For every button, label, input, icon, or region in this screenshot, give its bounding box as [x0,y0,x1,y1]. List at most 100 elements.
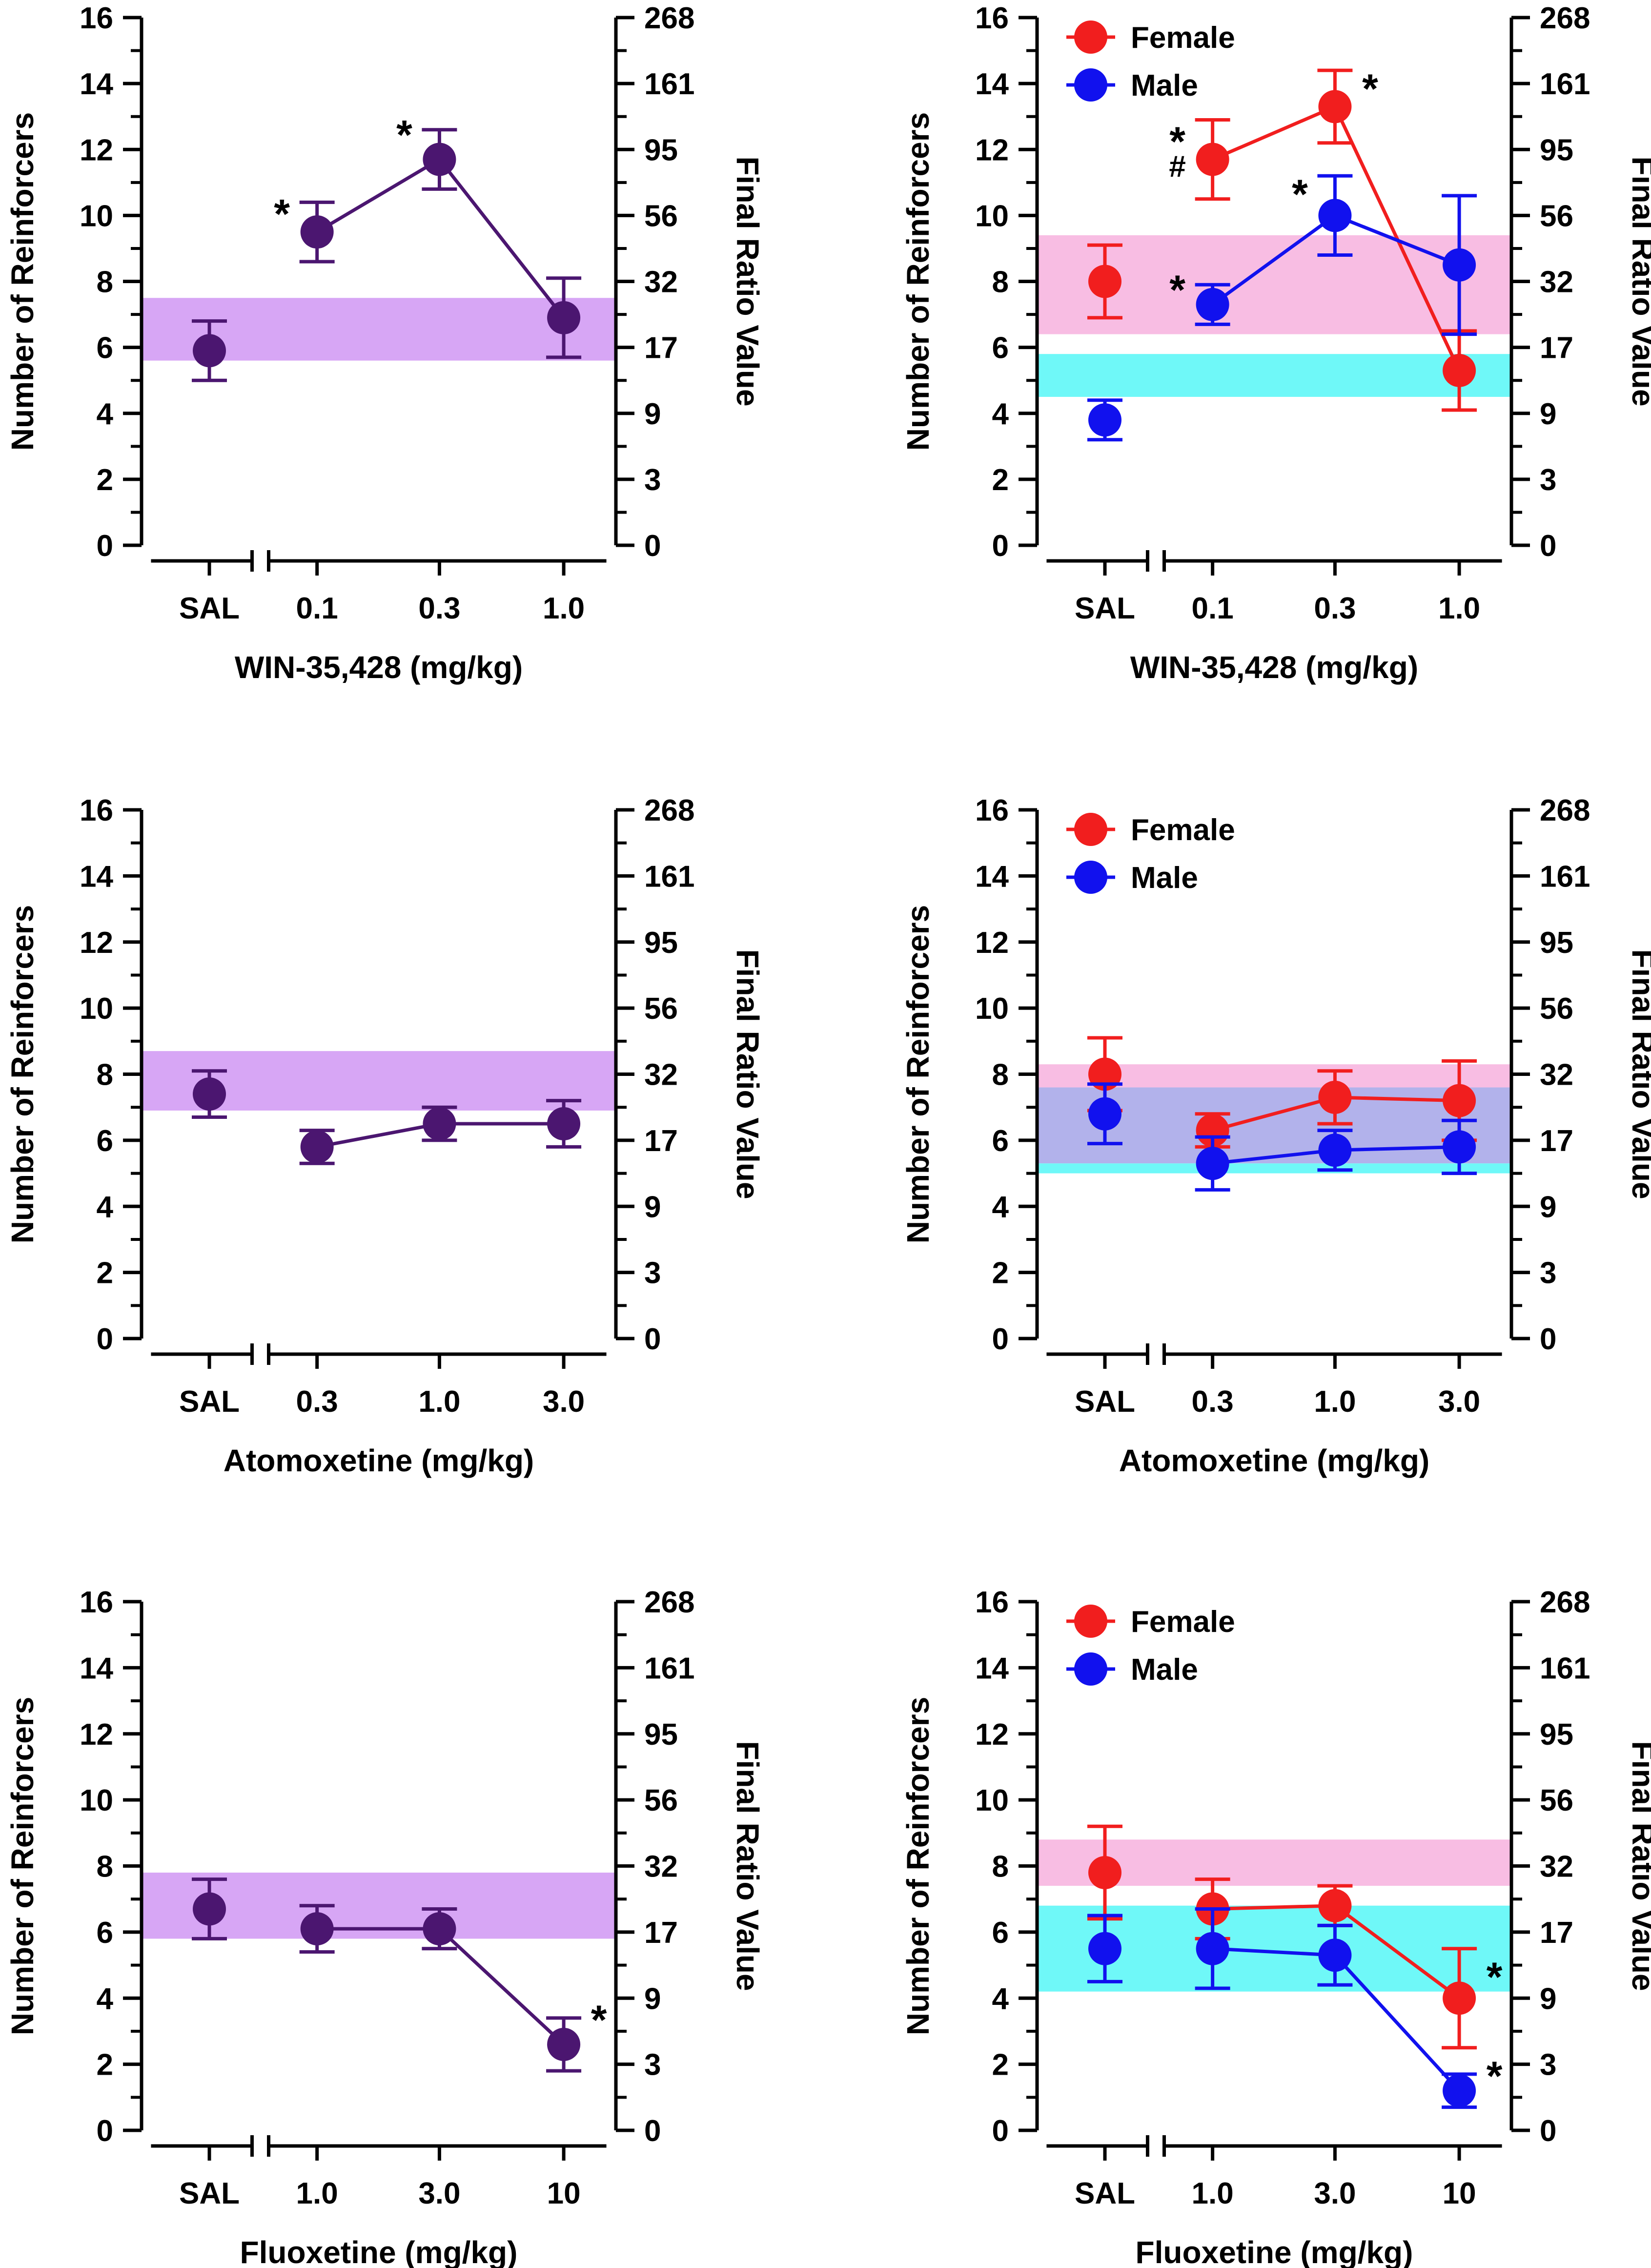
significance-star: * [1487,1954,1503,2000]
data-point [1318,90,1352,124]
y2-tick-label: 32 [1540,266,1573,299]
data-point [1443,1084,1476,1117]
panel-flx-combined: 0 0 2 3 4 9 6 17 8 32 10 56 12 95 14 161 16 268 SAL 1.0 3.0 1… [5,1586,765,2268]
y2-tick-label: 9 [644,397,661,431]
significance-star: * [1169,267,1185,313]
legend-label: Female [1131,813,1235,847]
significance-hash: # [1169,150,1185,184]
y-tick-label: 6 [992,1124,1009,1158]
x-tick-label: 1.0 [418,1385,460,1419]
data-point [1318,1938,1352,1972]
legend-marker [1074,861,1107,894]
y2-tick-label: 32 [644,1058,678,1092]
y2-tick-label: 9 [1540,1190,1556,1224]
x-tick-label: 1.0 [1192,2177,1234,2210]
legend-item-female: Female [1066,1605,1235,1639]
y2-tick-label: 32 [1540,1850,1573,1884]
y2-tick-label: 56 [1540,992,1573,1026]
x-axis-label: Atomoxetine (mg/kg) [1119,1443,1429,1478]
x-tick-label: SAL [179,592,240,625]
y-tick-label: 8 [97,1058,113,1092]
y2-tick-label: 268 [644,794,694,827]
y2-tick-label: 268 [1540,794,1590,827]
y-axis-label: Number of Reinforcers [900,1697,936,2035]
y-tick-label: 14 [80,67,113,101]
y-axis-label: Number of Reinforcers [5,112,40,451]
legend-marker [1074,21,1107,54]
y-tick-label: 2 [992,463,1009,497]
y-tick-label: 2 [97,463,113,497]
series-female [1087,68,1477,412]
legend-label: Female [1131,1605,1235,1639]
x-tick-label: 0.1 [1192,592,1234,625]
x-axis-label: Fluoxetine (mg/kg) [1136,2235,1413,2268]
y2-axis-label: Final Ratio Value [730,156,765,406]
series-male [1087,1907,1477,2109]
x-tick-label: 3.0 [1314,2177,1356,2210]
y2-tick-label: 17 [644,1124,678,1158]
y-tick-label: 8 [992,1058,1009,1092]
data-point [192,1892,226,1926]
x-axis-label: Atomoxetine (mg/kg) [224,1443,534,1478]
y2-tick-label: 9 [1540,397,1556,431]
legend-marker [1074,1652,1107,1686]
series-male [1087,174,1477,442]
y-tick-label: 14 [975,860,1009,893]
y-tick-label: 6 [992,1916,1009,1950]
legend-label: Female [1131,21,1235,55]
y-tick-label: 8 [97,266,113,299]
data-point [1443,2074,1476,2107]
y2-tick-label: 56 [644,992,678,1026]
data-point [1443,1981,1476,2015]
y2-tick-label: 268 [644,1,694,35]
series-male [1087,1082,1477,1192]
y-tick-label: 12 [80,133,113,167]
y-tick-label: 2 [992,1257,1009,1290]
y2-tick-label: 9 [644,1982,661,2016]
y-tick-label: 6 [97,331,113,365]
y2-tick-label: 95 [644,926,678,960]
significance-star: * [396,112,412,158]
y-tick-label: 6 [992,331,1009,365]
y-tick-label: 16 [80,794,113,827]
y-tick-label: 12 [975,1718,1009,1752]
y2-tick-label: 56 [644,1784,678,1817]
legend-label: Male [1131,1653,1198,1687]
y2-tick-label: 17 [1540,331,1573,365]
y2-tick-label: 3 [644,1257,661,1290]
y2-tick-label: 17 [644,331,678,365]
y-tick-label: 0 [992,529,1009,563]
legend-label: Male [1131,861,1198,895]
y-tick-label: 8 [992,266,1009,299]
data-point [547,1107,581,1141]
y2-tick-label: 0 [644,529,661,563]
x-tick-label: 1.0 [296,2177,338,2210]
y-tick-label: 0 [992,1322,1009,1356]
y2-axis-label: Final Ratio Value [1626,1741,1651,1991]
y-tick-label: 4 [97,397,114,431]
y2-tick-label: 3 [1540,1257,1556,1290]
data-point [547,301,581,334]
x-tick-label: 0.3 [418,592,460,625]
y2-tick-label: 3 [644,463,661,497]
y2-tick-label: 3 [1540,2048,1556,2082]
data-point [423,143,456,176]
data-point [1196,1147,1229,1180]
y-tick-label: 10 [975,1784,1009,1817]
y2-axis-label: Final Ratio Value [1626,949,1651,1199]
y-tick-label: 2 [97,2048,113,2082]
x-axis-label: Fluoxetine (mg/kg) [240,2235,518,2268]
data-point [1088,1856,1121,1890]
y-tick-label: 4 [97,1190,114,1224]
y-tick-label: 6 [97,1124,113,1158]
data-point [1196,143,1229,176]
y2-tick-label: 161 [644,860,694,893]
y2-tick-label: 17 [1540,1916,1573,1950]
legend-item-female: Female [1066,21,1235,55]
y-axis-label: Number of Reinforcers [900,905,936,1243]
y2-tick-label: 0 [1540,2114,1556,2148]
x-tick-label: SAL [1075,592,1135,625]
y-tick-label: 10 [975,992,1009,1026]
y2-tick-label: 95 [644,133,678,167]
significance-star: * [591,1997,607,2042]
